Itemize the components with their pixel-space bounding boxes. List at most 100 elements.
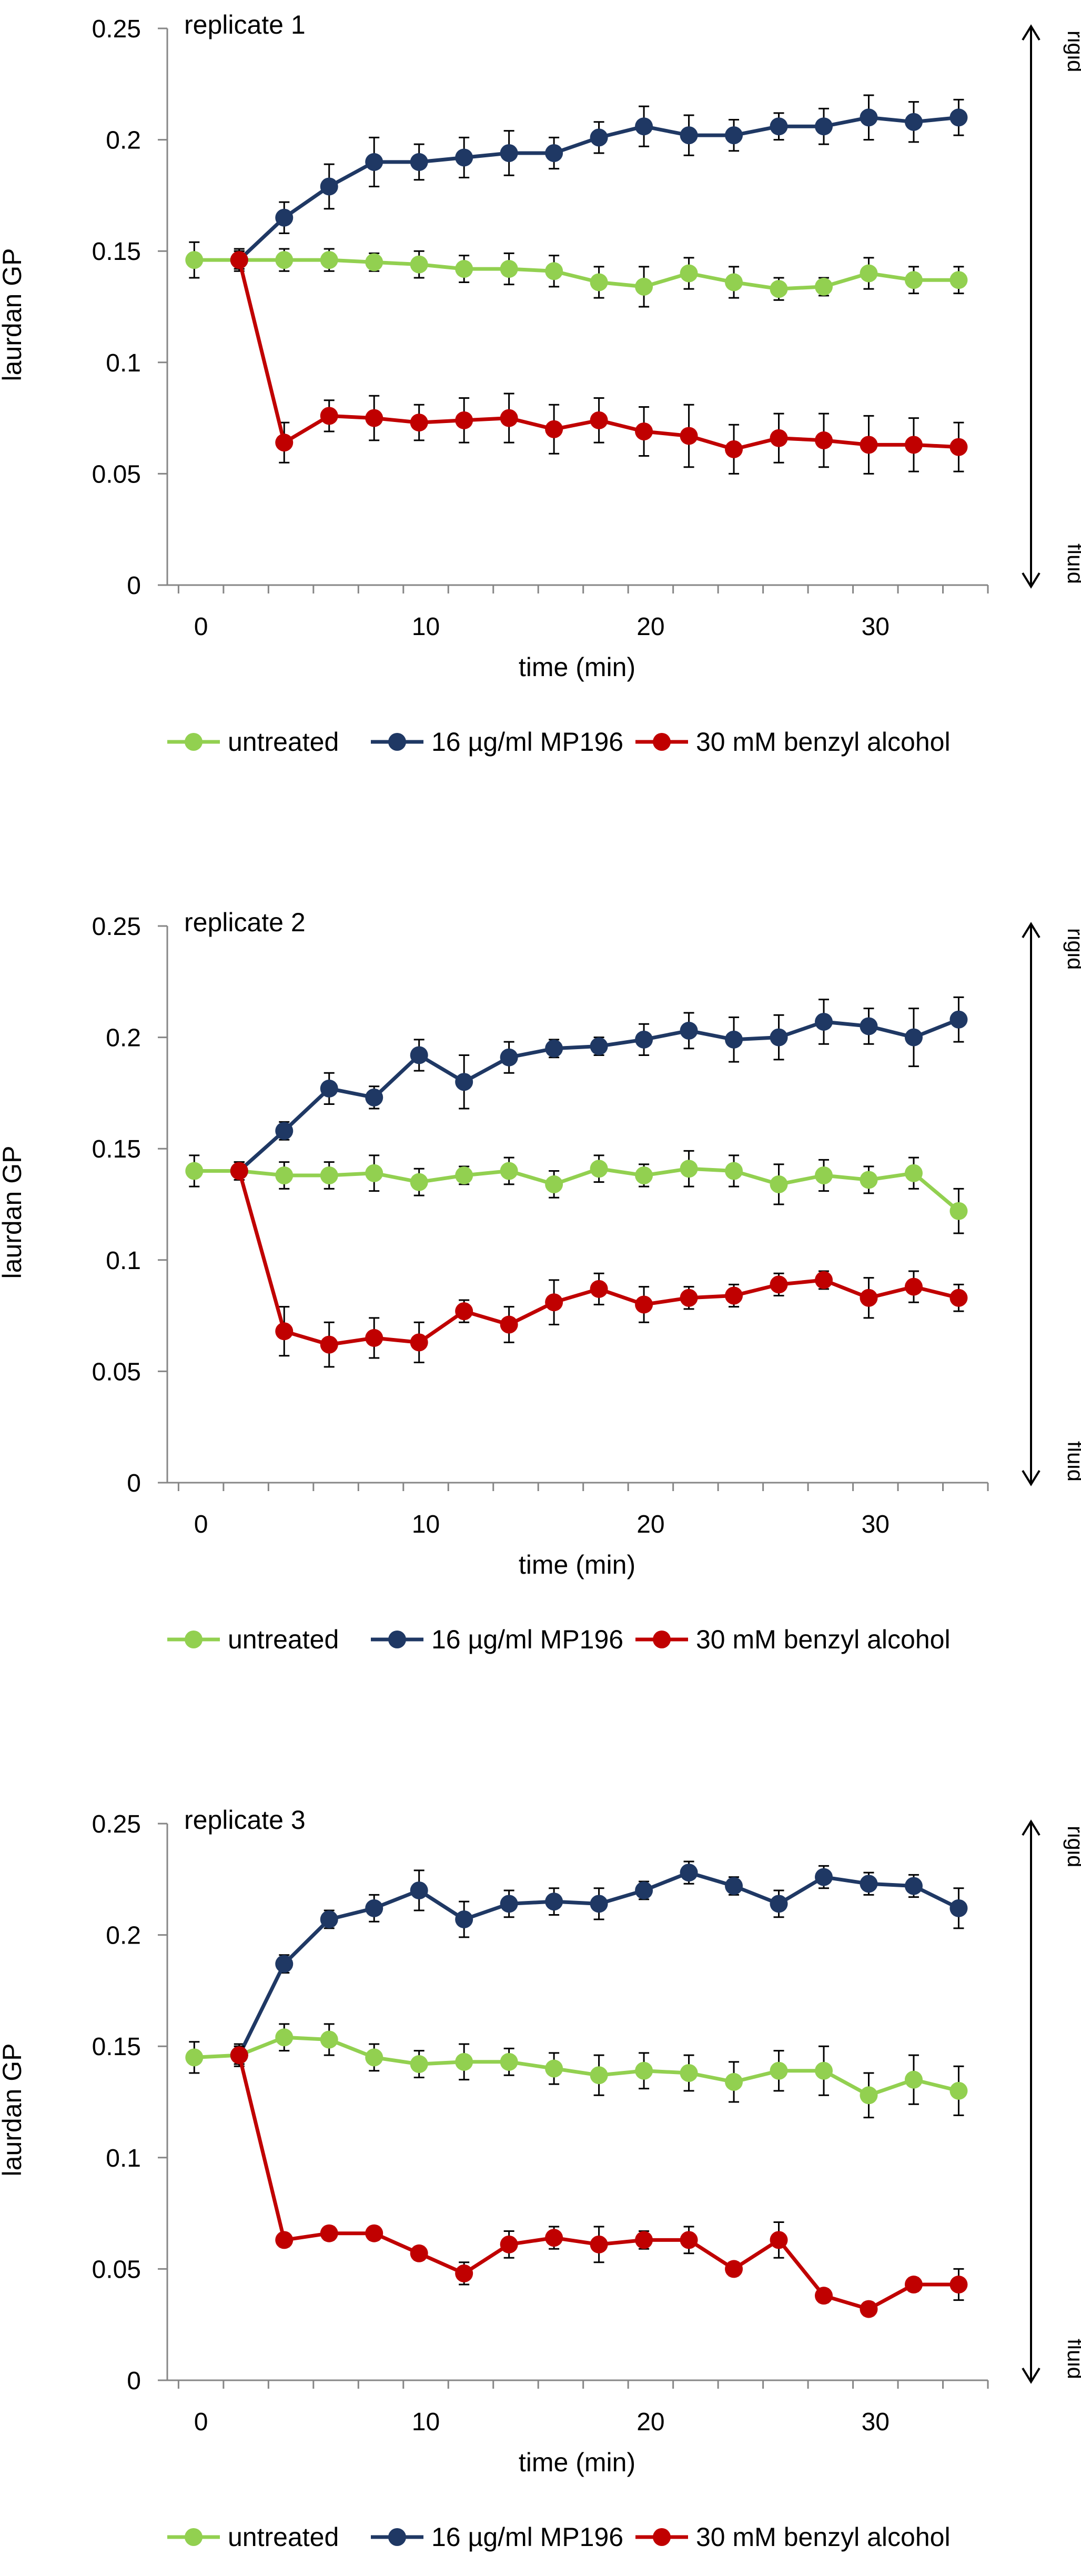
data-point-mp196 [860,108,878,127]
data-point-untreated [949,271,968,289]
data-point-benzyl-alcohol [275,434,294,452]
legend-label-untreated: untreated [228,727,339,757]
data-point-benzyl-alcohol [230,251,248,269]
plot-area: 0 0.05 0.1 0.15 0.2 0.25 0 10 20 30 [92,913,1040,1648]
y-tick-label: 0.1 [106,349,141,377]
data-point-mp196 [320,1079,338,1098]
data-point-mp196 [410,1046,428,1064]
data-point-mp196 [949,1010,968,1029]
arrow-down-icon [1022,1470,1040,1486]
data-point-benzyl-alcohol [500,1315,518,1334]
x-tick-label: 0 [194,2408,208,2436]
panel-replicate-1: 0 0.05 0.1 0.15 0.2 0.25 0 10 20 30 replicate 1 l… [0,10,1081,757]
data-point-benzyl-alcohol [410,414,428,432]
data-point-mp196 [275,1122,294,1140]
data-point-benzyl-alcohol [680,2231,698,2249]
data-point-untreated [410,2055,428,2074]
series-line-untreated [194,258,959,291]
data-point-untreated [635,2061,653,2080]
data-point-mp196 [725,126,743,145]
data-point-mp196 [680,1864,698,1882]
y-tick-label: 0 [127,572,141,600]
legend-marker-untreated [185,733,203,751]
data-point-untreated [725,2072,743,2091]
data-point-untreated [320,2030,338,2049]
data-point-mp196 [365,1899,383,1917]
data-point-benzyl-alcohol [635,2231,653,2249]
x-tick-label: 30 [862,613,890,641]
data-point-benzyl-alcohol [320,1335,338,1354]
data-point-benzyl-alcohol [815,431,833,449]
data-point-untreated [635,277,653,296]
data-point-mp196 [455,148,473,167]
data-point-untreated [455,1166,473,1184]
y-tick-label: 0.2 [106,1922,141,1950]
x-tick-label: 10 [412,613,440,641]
data-point-untreated [545,262,563,280]
data-point-mp196 [590,1037,608,1055]
legend-marker-untreated [185,2528,203,2546]
data-point-mp196 [275,208,294,227]
data-point-benzyl-alcohol [635,422,653,440]
data-point-untreated [185,251,204,269]
legend-marker-benzyl-alcohol [653,1631,671,1648]
data-point-mp196 [500,1895,518,1913]
chart-title: replicate 1 [184,10,306,39]
rigid-label: rigid [1063,31,1081,72]
data-point-benzyl-alcohol [815,2287,833,2305]
y-tick-label: 0.05 [92,460,141,488]
data-point-untreated [725,273,743,291]
data-point-untreated [770,2061,788,2080]
y-tick-label: 0.15 [92,2033,141,2061]
data-point-benzyl-alcohol [725,1286,743,1305]
y-axis-label: laurdan GP [0,248,27,381]
panel-replicate-3: 0 0.05 0.1 0.15 0.2 0.25 0 10 20 30 replicate 3 l… [0,1805,1081,2552]
data-point-untreated [949,1202,968,1220]
y-tick-label: 0.25 [92,913,141,941]
data-point-untreated [680,2064,698,2082]
y-tick-label: 0.1 [106,1247,141,1275]
data-point-mp196 [320,177,338,196]
data-point-untreated [500,260,518,278]
legend-marker-mp196 [388,733,406,751]
chart-title: replicate 3 [184,1805,306,1835]
data-point-mp196 [365,1088,383,1106]
x-axis-label: time (min) [519,652,635,682]
y-tick-label: 0.05 [92,1358,141,1386]
data-point-mp196 [410,153,428,171]
series-line-untreated [194,1166,960,1213]
data-point-benzyl-alcohol [680,1289,698,1307]
arrow-down-icon [1022,2367,1040,2384]
arrow-up-icon [1022,24,1040,41]
data-point-benzyl-alcohol [410,1333,428,1352]
x-axis-label: time (min) [519,2448,635,2477]
data-point-untreated [455,260,473,278]
data-point-mp196 [860,1875,878,1893]
legend-label-untreated: untreated [228,2522,339,2552]
data-point-benzyl-alcohol [904,1277,923,1296]
x-tick-label: 30 [862,1511,890,1538]
data-point-benzyl-alcohol [590,411,608,429]
data-point-untreated [860,1171,878,1189]
data-point-benzyl-alcohol [949,438,968,456]
y-tick-label: 0.2 [106,1024,141,1052]
data-point-benzyl-alcohol [680,427,698,445]
data-point-benzyl-alcohol [545,1293,563,1312]
data-point-mp196 [725,1030,743,1049]
legend-label-mp196: 16 µg/ml MP196 [431,2522,623,2552]
data-point-untreated [545,1175,563,1193]
data-point-mp196 [815,117,833,136]
data-point-untreated [680,1160,698,1178]
arrow-up-icon [1022,1819,1040,1836]
data-point-benzyl-alcohol [545,2229,563,2247]
data-point-mp196 [545,1039,563,1058]
data-point-mp196 [770,1895,788,1913]
data-point-benzyl-alcohol [725,2260,743,2278]
data-point-untreated [590,2066,608,2085]
data-point-mp196 [904,113,923,131]
data-point-mp196 [815,1868,833,1886]
y-tick-label: 0.05 [92,2256,141,2283]
y-tick-label: 0.15 [92,1135,141,1163]
data-point-mp196 [410,1881,428,1899]
data-point-mp196 [815,1012,833,1031]
